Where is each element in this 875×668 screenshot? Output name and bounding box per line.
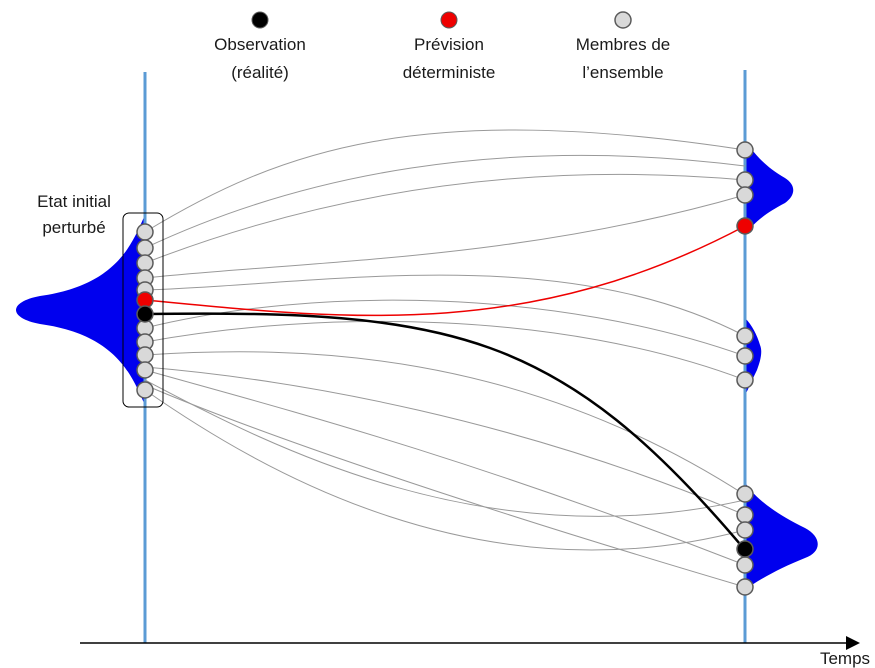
initial-state-label: Etat initial	[37, 192, 111, 211]
trajectory	[144, 274, 746, 337]
trajectory	[144, 369, 746, 566]
trajectory	[144, 129, 746, 233]
member-dot	[736, 327, 754, 345]
initial-observation-dot	[136, 305, 154, 323]
observation-trajectory	[144, 312, 746, 551]
legend-observation-label: Observation	[214, 35, 306, 54]
trajectory	[144, 194, 746, 279]
trajectory	[144, 173, 746, 264]
final-distribution-upper	[745, 140, 794, 235]
trajectory	[144, 389, 746, 551]
trajectory	[144, 320, 746, 381]
legend-observation-sublabel: (réalité)	[231, 63, 289, 82]
initial-state-sublabel: perturbé	[42, 218, 105, 237]
member-dot	[736, 347, 754, 365]
member-dot	[736, 171, 754, 189]
legend-deterministic-sublabel: déterministe	[403, 63, 496, 82]
final-deterministic-dot	[736, 217, 754, 235]
member-dot	[736, 556, 754, 574]
member-dot	[136, 381, 154, 399]
member-dot	[736, 141, 754, 159]
member-dot	[736, 506, 754, 524]
member-dot	[736, 186, 754, 204]
trajectory	[144, 154, 746, 249]
member-dot	[136, 223, 154, 241]
legend-members-label: Membres de	[576, 35, 670, 54]
trajectory	[144, 366, 746, 516]
time-axis-label: Temps	[820, 649, 870, 668]
trajectory	[144, 384, 746, 588]
legend-observation-dot	[251, 11, 269, 29]
member-dot	[736, 371, 754, 389]
legend-deterministic-label: Prévision	[414, 35, 484, 54]
member-dot	[136, 361, 154, 379]
trajectory	[144, 351, 746, 496]
legend-members-dot	[614, 11, 632, 29]
member-dot	[736, 485, 754, 503]
time-axis-arrowhead	[846, 636, 860, 650]
member-dot	[736, 521, 754, 539]
member-dot	[136, 239, 154, 257]
legend: Observation (réalité) Prévision détermin…	[214, 11, 670, 82]
legend-deterministic-dot	[440, 11, 458, 29]
final-distribution-lower	[745, 482, 818, 590]
deterministic-trajectory	[144, 225, 746, 317]
initial-members	[136, 223, 154, 399]
initial-distribution	[16, 215, 145, 405]
member-dot	[136, 254, 154, 272]
initial-state-box	[122, 212, 164, 408]
member-dot	[736, 578, 754, 596]
member-trajectories	[144, 129, 746, 588]
legend-members-sublabel: l’ensemble	[582, 63, 663, 82]
final-observation-dot	[736, 540, 754, 558]
trajectory	[144, 379, 746, 517]
member-dot	[136, 346, 154, 364]
